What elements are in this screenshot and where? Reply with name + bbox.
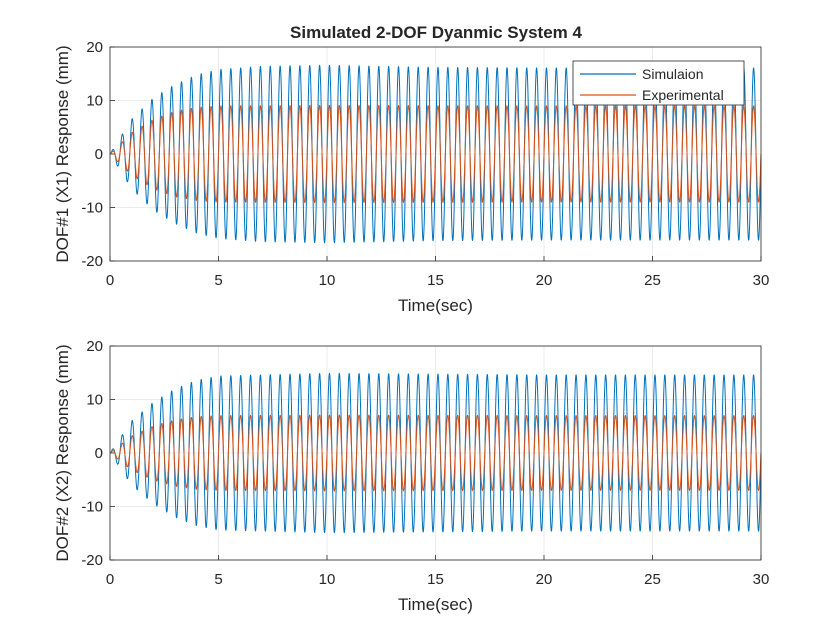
bottom-x-tick-label: 15 [427,571,444,588]
bottom-line-series-2 [109,414,762,492]
top-y-axis-label: DOF#1 (X1) Response (mm) [53,45,72,262]
bottom-y-tick-label: 20 [86,338,103,355]
top-series-group [109,64,762,244]
top-x-tick-label: 10 [319,272,336,289]
top-x-axis-label: Time(sec) [398,296,473,315]
legend-box [572,60,745,106]
legend-label-experimental: Experimental [642,87,724,103]
bottom-x-tick-label: 10 [319,571,336,588]
top-axes-box [109,46,762,262]
top-y-tick-label: 10 [86,93,103,110]
bottom-x-tick-label: 25 [644,571,661,588]
bottom-x-tick-labels: 0 5 10 15 20 25 30 [106,571,770,588]
top-y-tick-label: -10 [81,200,103,217]
bottom-y-tick-label: -20 [81,552,103,569]
legend: Simulaion Experimental [572,60,745,106]
top-x-tick-label: 5 [214,272,222,289]
bottom-y-axis-label: DOF#2 (X2) Response (mm) [53,344,72,561]
bottom-x-axis-label: Time(sec) [398,595,473,614]
bottom-series-group [109,372,762,534]
top-x-tick-label: 30 [753,272,770,289]
legend-label-simulation: Simulaion [642,66,703,82]
bottom-axes-box [109,345,762,561]
top-y-tick-label: 0 [95,146,103,163]
top-x-tick-labels: 0 5 10 15 20 25 30 [106,272,770,289]
top-y-tick-label: -20 [81,253,103,270]
top-x-tick-label: 25 [644,272,661,289]
top-y-tick-labels: 20 10 0 -10 -20 [81,39,103,270]
top-line-experimental [109,104,762,204]
top-y-tick-label: 20 [86,39,103,56]
top-x-tick-label: 20 [536,272,553,289]
figure-title: Simulated 2-DOF Dyanmic System 4 [290,23,582,42]
bottom-y-tick-label: -10 [81,499,103,516]
top-x-tick-label: 0 [106,272,114,289]
bottom-x-tick-label: 0 [106,571,114,588]
bottom-x-tick-label: 5 [214,571,222,588]
top-subplot: 0 5 10 15 20 25 30 20 10 0 -10 -20 Time(sec) DOF#1… [53,39,769,315]
top-x-tick-label: 15 [427,272,444,289]
bottom-x-tick-label: 20 [536,571,553,588]
bottom-y-tick-label: 10 [86,392,103,409]
bottom-x-tick-label: 30 [753,571,770,588]
bottom-y-tick-labels: 20 10 0 -10 -20 [81,338,103,569]
bottom-subplot: 0 5 10 15 20 25 30 20 10 0 -10 -20 Time(sec) DOF#2… [53,338,769,614]
bottom-y-tick-label: 0 [95,445,103,462]
